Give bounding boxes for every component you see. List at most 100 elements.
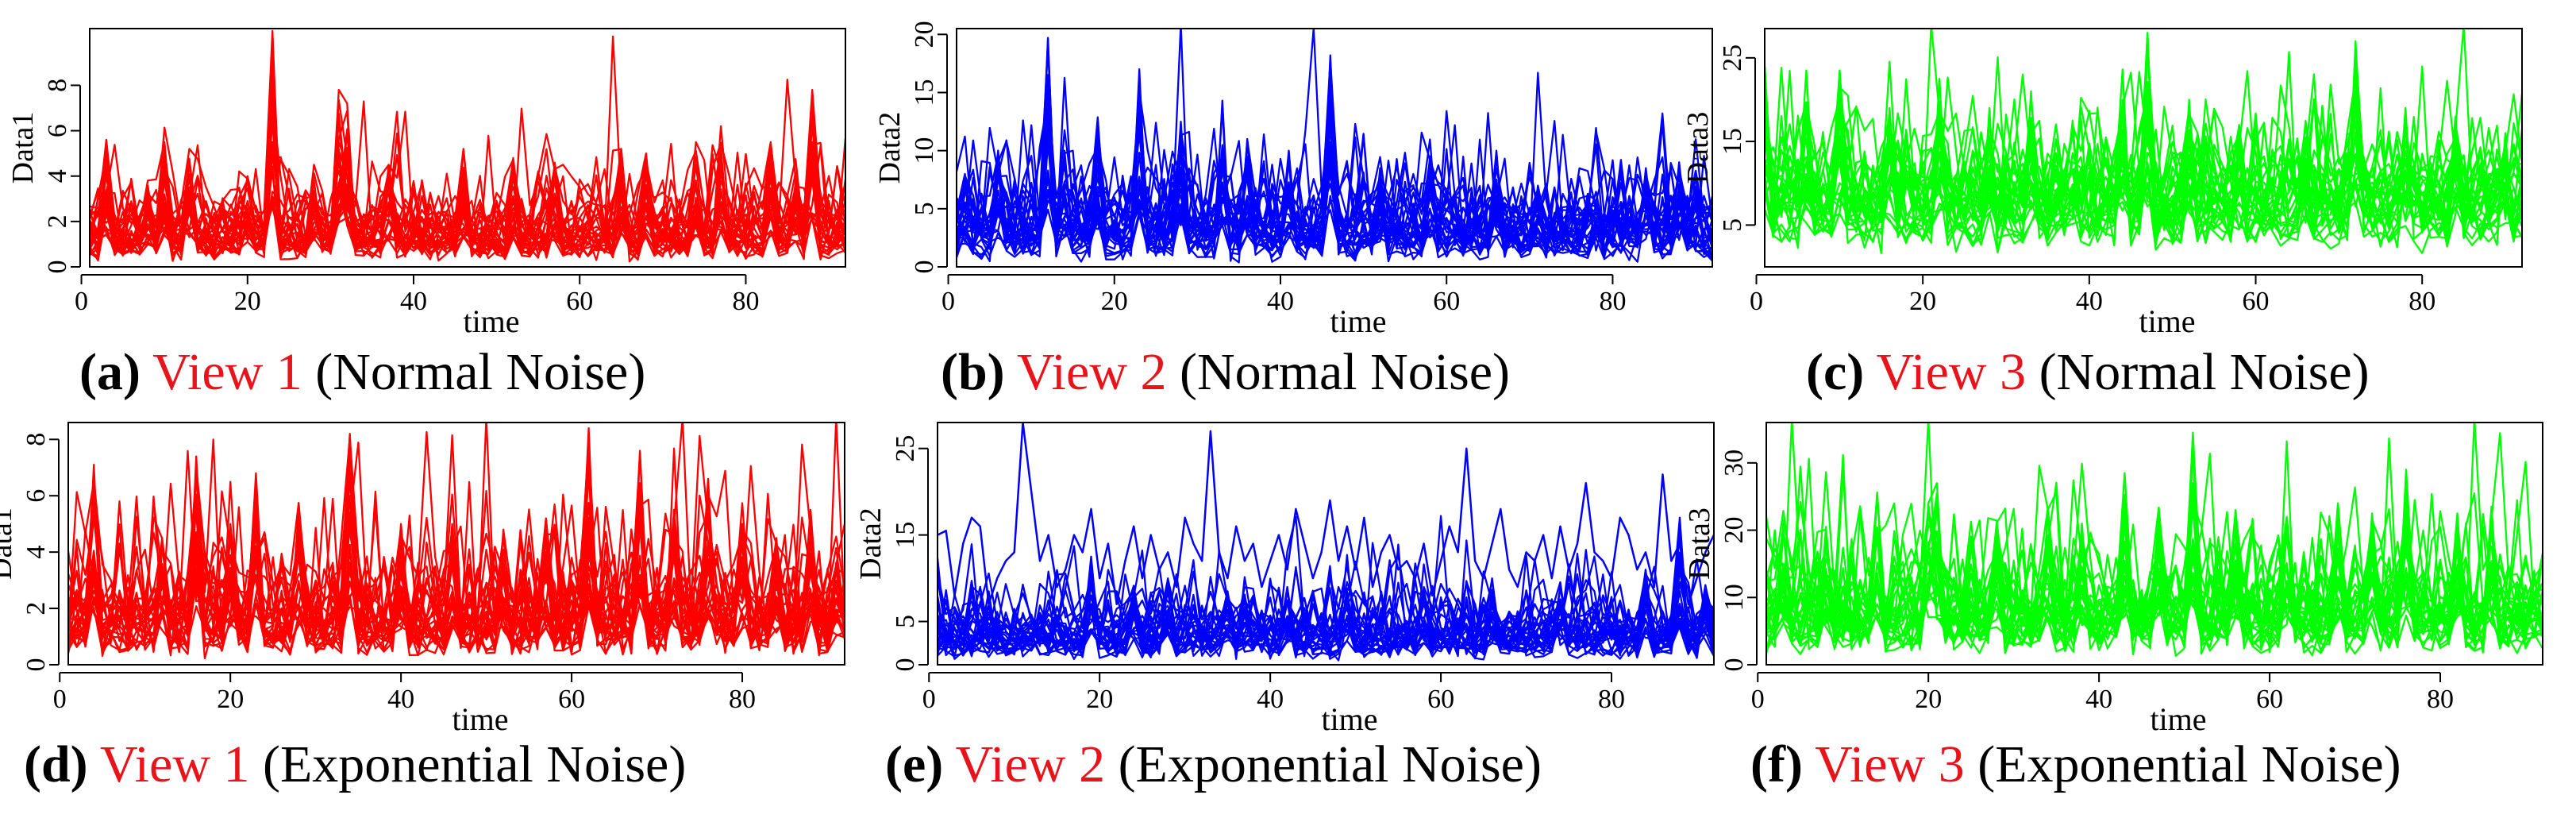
x-axis-label: time xyxy=(452,701,508,737)
outlier-series-line xyxy=(938,423,1714,606)
series-line xyxy=(1766,487,2543,656)
y-axis-label: Data3 xyxy=(1681,112,1715,184)
y-tick-label: 0 xyxy=(891,658,920,672)
chart-b: 0 5 10 15 20 Data2 0 20 40 60 80 time xyxy=(873,21,1713,339)
caption-e: (e) View 2 (Exponential Noise) xyxy=(885,739,1542,791)
plot-frame xyxy=(1765,422,2543,666)
series-line xyxy=(68,473,845,657)
x-tick-label: 40 xyxy=(387,685,414,714)
caption-a-view: View 1 xyxy=(152,343,302,401)
plot-frame xyxy=(1764,28,2523,268)
series-line xyxy=(957,90,1712,252)
chart-a: 0 2 4 6 8 Data1 0 20 40 60 80 time xyxy=(6,28,846,339)
x-axis-label: time xyxy=(2139,303,2195,339)
y-tick-label: 0 xyxy=(1719,658,1749,672)
series-line xyxy=(1765,84,2522,234)
caption-a-rest: (Normal Noise) xyxy=(315,343,646,401)
series-line xyxy=(1766,493,2543,646)
series-line xyxy=(938,563,1714,659)
series-line xyxy=(1766,508,2543,658)
y-tick-label: 2 xyxy=(21,602,51,616)
x-tick-label: 0 xyxy=(941,287,955,316)
panel-b: 0 5 10 15 20 Data2 0 20 40 60 80 time (b) View 2 (N… xyxy=(861,0,1727,405)
panel-c: 5 15 25 Data3 0 20 40 60 80 time (c) View 3 (Norm… xyxy=(1681,0,2576,405)
y-tick-label: 30 xyxy=(1719,450,1749,477)
y-axis-label: Data1 xyxy=(6,112,40,184)
x-tick-label: 60 xyxy=(1433,287,1460,316)
y-axis-label: Data1 xyxy=(0,507,18,580)
series-line xyxy=(1765,79,2522,248)
y-axis-label: Data2 xyxy=(873,112,907,184)
x-tick-label: 80 xyxy=(1598,685,1625,714)
y-tick-label: 0 xyxy=(910,260,939,274)
x-tick-label: 60 xyxy=(1427,685,1454,714)
series-line xyxy=(938,554,1714,657)
caption-d: (d) View 1 (Exponential Noise) xyxy=(24,739,686,791)
x-tick-label: 60 xyxy=(558,685,585,714)
series-group xyxy=(938,423,1714,662)
series-line xyxy=(957,86,1712,263)
x-tick-label: 80 xyxy=(729,685,756,714)
x-tick-label: 40 xyxy=(1267,287,1294,316)
y-axis-label: Data3 xyxy=(1683,507,1716,580)
y-tick-label: 15 xyxy=(1718,128,1747,155)
x-axis-label: time xyxy=(1330,303,1386,339)
caption-f-view: View 3 xyxy=(1815,735,1965,793)
caption-c-label: (c) xyxy=(1806,343,1865,401)
x-tick-label: 0 xyxy=(1751,685,1765,714)
series-group xyxy=(1765,29,2522,254)
y-tick-label: 25 xyxy=(1718,44,1747,71)
series-line xyxy=(68,480,845,647)
y-tick-label: 2 xyxy=(43,214,72,228)
series-line xyxy=(68,430,845,653)
plot-frame xyxy=(937,422,1715,666)
series-group xyxy=(68,423,845,660)
plot-frame xyxy=(89,28,846,268)
x-tick-label: 20 xyxy=(234,287,261,316)
x-tick-label: 60 xyxy=(2243,287,2270,316)
x-tick-label: 80 xyxy=(1599,287,1626,316)
caption-b: (b) View 2 (Normal Noise) xyxy=(941,346,1510,399)
series-line xyxy=(957,59,1712,254)
x-tick-label: 60 xyxy=(2256,685,2283,714)
caption-a: (a) View 1 (Normal Noise) xyxy=(79,346,645,399)
series-line xyxy=(938,554,1714,656)
caption-d-label: (d) xyxy=(24,735,88,793)
panel-f: 0 10 20 30 Data3 0 20 40 60 80 time (f) View 3 (Ex… xyxy=(1683,415,2576,822)
panel-e: 0 5 15 25 Data2 0 20 40 60 80 time (e) View 2 (Exp… xyxy=(854,415,1727,822)
x-tick-label: 80 xyxy=(2409,287,2435,316)
caption-e-label: (e) xyxy=(885,735,944,793)
y-tick-label: 15 xyxy=(910,79,939,106)
plot-frame xyxy=(67,422,845,666)
x-tick-label: 60 xyxy=(566,287,593,316)
y-tick-label: 5 xyxy=(910,202,939,215)
y-tick-label: 0 xyxy=(43,260,72,274)
x-tick-label: 20 xyxy=(1915,685,1942,714)
y-tick-label: 4 xyxy=(21,546,51,559)
x-axis-label: time xyxy=(2150,701,2206,737)
x-tick-label: 20 xyxy=(1086,685,1113,714)
caption-f-label: (f) xyxy=(1750,735,1803,793)
series-line xyxy=(1765,66,2522,226)
x-tick-label: 20 xyxy=(1909,287,1936,316)
caption-e-rest: (Exponential Noise) xyxy=(1118,735,1542,793)
y-tick-label: 6 xyxy=(43,124,72,137)
x-axis-label: time xyxy=(1321,701,1377,737)
series-line xyxy=(90,56,845,260)
y-tick-label: 10 xyxy=(1719,584,1749,611)
y-tick-label: 8 xyxy=(43,79,72,92)
caption-d-rest: (Exponential Noise) xyxy=(262,735,687,793)
x-tick-label: 40 xyxy=(2076,287,2103,316)
caption-c: (c) View 3 (Normal Noise) xyxy=(1806,346,2370,399)
series-group xyxy=(90,29,845,263)
caption-b-view: View 2 xyxy=(1016,343,1167,401)
x-tick-label: 0 xyxy=(75,287,88,316)
x-tick-label: 40 xyxy=(2085,685,2112,714)
caption-b-rest: (Normal Noise) xyxy=(1179,343,1511,401)
y-axis-label: Data2 xyxy=(854,507,888,580)
x-tick-label: 0 xyxy=(1750,287,1763,316)
panel-d: 0 2 4 6 8 Data1 0 20 40 60 80 time (d) View 1 (Expo… xyxy=(0,415,865,822)
series-group xyxy=(1766,423,2543,658)
series-line xyxy=(938,593,1714,659)
caption-f-rest: (Exponential Noise) xyxy=(1977,735,2401,793)
